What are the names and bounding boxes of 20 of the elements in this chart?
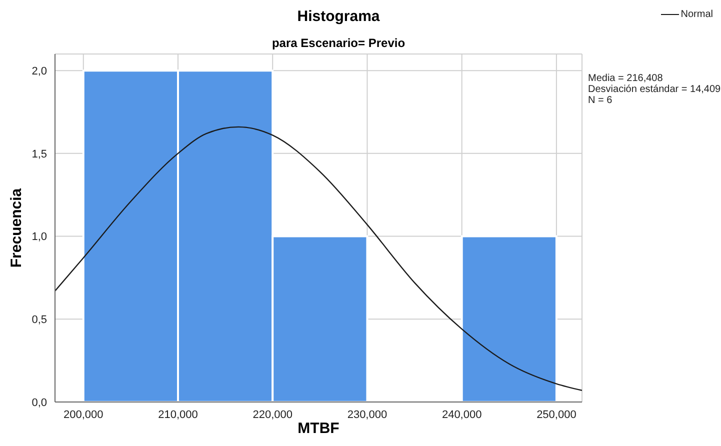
- y-tick-label: 2,0: [32, 65, 47, 78]
- text: Desviación estándar = 14,409: [588, 84, 721, 95]
- y-tick-label: 0,0: [32, 396, 47, 409]
- x-tick-label: 250,000: [536, 408, 576, 421]
- chart-subtitle: para Escenario= Previo: [270, 36, 406, 50]
- y-tick-label: 0,5: [32, 314, 47, 326]
- x-tick-label: 240,000: [442, 408, 482, 421]
- y-tick-label: 1,5: [32, 148, 47, 160]
- y-axis-title: Frecuencia: [8, 187, 26, 270]
- y-tick-label: 1,0: [32, 231, 47, 244]
- x-tick-label: 230,000: [347, 408, 388, 421]
- x-axis-title: MTBF: [296, 420, 340, 437]
- line-series: [55, 126, 582, 391]
- x-tick-label: 220,000: [252, 408, 292, 421]
- x-tick-label: 200,000: [64, 408, 104, 421]
- chart-title: Histograma: [296, 8, 381, 25]
- text: N = 6: [588, 95, 614, 106]
- x-tick-label: 210,000: [158, 408, 198, 421]
- legend-label: Normal: [680, 9, 713, 20]
- text: Media = 216,408: [588, 73, 664, 84]
